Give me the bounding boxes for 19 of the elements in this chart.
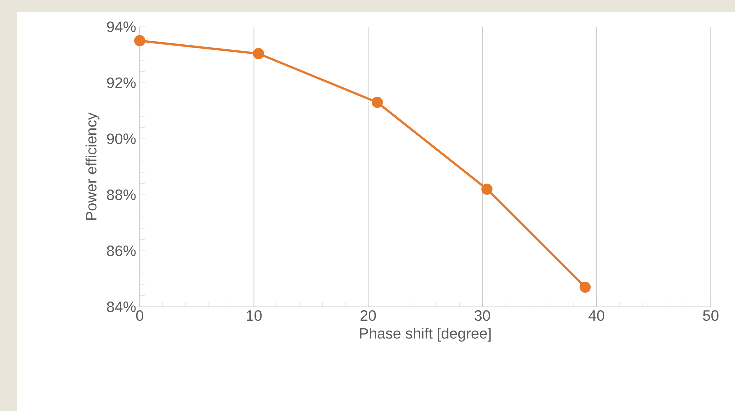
point <box>372 97 384 108</box>
x-tick-label: 0 <box>136 310 144 322</box>
x-tick-label: 30 <box>474 310 490 322</box>
point <box>134 35 146 47</box>
x-tick-label: 50 <box>703 310 719 322</box>
y-tick-label: 88% <box>107 190 136 200</box>
y-tick-label: 86% <box>107 246 136 256</box>
x-axis-title: Phase shift [degree] <box>360 328 491 342</box>
y-tick-label: 92% <box>107 78 136 88</box>
point <box>482 184 493 195</box>
x-tick-label: 20 <box>360 310 376 322</box>
x-tick-label: 10 <box>247 310 262 322</box>
y-tick-label: 90% <box>107 134 136 144</box>
x-tick-label: 40 <box>588 310 605 322</box>
y-tick-label: 84% <box>107 302 136 312</box>
point <box>253 48 264 60</box>
point <box>580 282 591 293</box>
y-tick-label: 94% <box>107 22 136 32</box>
y-axis-title: Power efficiency <box>86 112 100 220</box>
